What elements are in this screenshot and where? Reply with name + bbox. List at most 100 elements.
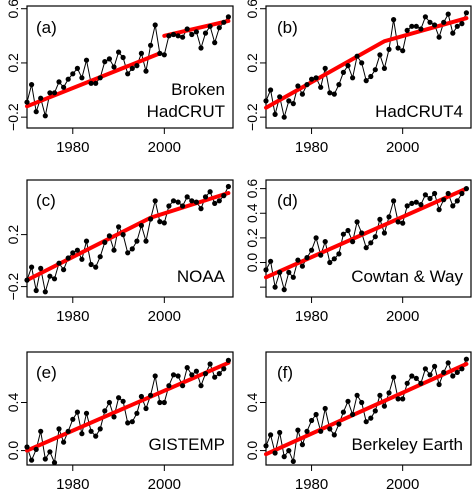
- data-point: [198, 45, 204, 51]
- data-point: [189, 372, 195, 378]
- y-tick-label: −0.2: [5, 103, 21, 131]
- data-point: [157, 399, 163, 406]
- x-tick-label: 2000: [148, 476, 181, 493]
- data-point: [216, 371, 222, 377]
- x-tick-label: 2000: [386, 139, 419, 156]
- data-point: [309, 417, 315, 424]
- data-point: [400, 220, 406, 226]
- data-point: [51, 460, 58, 466]
- data-point: [212, 200, 218, 206]
- data-point: [290, 458, 296, 464]
- data-point: [83, 57, 90, 63]
- data-point: [216, 198, 222, 204]
- data-point: [427, 195, 433, 202]
- data-point: [120, 232, 126, 238]
- x-tick-label: 1980: [56, 308, 89, 325]
- x-tick-label: 1980: [56, 476, 89, 493]
- data-point: [345, 63, 351, 69]
- data-point: [441, 197, 447, 203]
- x-tick-label: 1980: [56, 139, 89, 156]
- x-tick-label: 2000: [148, 139, 181, 156]
- data-point: [404, 27, 410, 33]
- data-point: [212, 374, 218, 380]
- data-point: [33, 446, 39, 452]
- data-point: [143, 238, 149, 244]
- data-point: [286, 269, 292, 275]
- data-point: [290, 274, 296, 280]
- data-point: [189, 31, 195, 38]
- y-tick-label: 0.4: [244, 393, 260, 413]
- data-point: [180, 34, 186, 40]
- data-point: [180, 203, 186, 209]
- data-point: [359, 230, 365, 236]
- data-point: [381, 403, 387, 409]
- data-point: [463, 356, 469, 362]
- data-point: [29, 457, 35, 463]
- data-point: [336, 82, 342, 88]
- data-point: [38, 95, 44, 101]
- data-point: [309, 76, 315, 82]
- data-point: [170, 198, 177, 204]
- data-point: [345, 227, 351, 234]
- panel-label: (e): [36, 363, 57, 382]
- data-point: [51, 90, 58, 96]
- data-point: [422, 366, 428, 372]
- data-point: [441, 19, 447, 25]
- trend-line: [25, 51, 162, 109]
- data-point: [409, 200, 415, 206]
- y-tick-label: 0.0: [244, 253, 260, 273]
- panel-b: 1980 2000 −0.2 0.2 0.6 (b) HadCRUT4: [244, 0, 472, 156]
- data-point: [350, 75, 356, 81]
- data-point: [47, 449, 53, 455]
- data-point: [272, 284, 278, 290]
- data-point: [432, 22, 438, 28]
- data-point: [336, 251, 342, 257]
- data-point: [313, 75, 319, 81]
- y-tick-label: 0.0: [5, 441, 21, 461]
- data-point: [445, 190, 451, 197]
- data-point: [368, 73, 374, 80]
- y-tick-label: 0.6: [5, 0, 21, 18]
- y-tick-label: 0.6: [244, 179, 260, 199]
- data-point: [102, 239, 108, 245]
- data-point: [363, 245, 369, 251]
- data-point: [193, 368, 199, 374]
- data-point: [359, 60, 365, 66]
- data-point: [427, 19, 433, 25]
- data-point: [138, 50, 144, 57]
- data-point: [143, 68, 149, 74]
- data-point: [372, 234, 378, 240]
- data-point: [422, 14, 428, 20]
- data-point: [47, 90, 53, 96]
- data-point: [152, 373, 158, 379]
- data-point: [409, 23, 415, 29]
- data-point: [148, 216, 154, 222]
- data-point: [221, 19, 227, 25]
- data-point: [221, 193, 227, 199]
- data-point: [120, 54, 126, 61]
- data-point: [268, 87, 274, 93]
- x-tick-label: 2000: [386, 308, 419, 325]
- data-point: [313, 235, 319, 241]
- data-point: [277, 269, 283, 275]
- data-point: [106, 233, 112, 239]
- data-point: [313, 411, 319, 418]
- data-point: [418, 26, 424, 32]
- plot-frame: [265, 351, 472, 466]
- y-tick-label: 0.4: [244, 203, 260, 223]
- data-point: [322, 239, 328, 245]
- data-point: [38, 265, 44, 271]
- data-point: [129, 246, 135, 252]
- data-point: [386, 46, 392, 53]
- dataset-name: Cowtan & Way: [351, 267, 463, 286]
- data-point: [299, 263, 305, 269]
- data-point: [74, 409, 80, 415]
- data-point: [74, 65, 80, 71]
- data-point: [175, 199, 181, 205]
- data-point: [286, 98, 292, 104]
- data-point: [65, 76, 71, 82]
- data-point: [116, 224, 122, 230]
- y-tick-label: 0.2: [5, 53, 21, 73]
- data-point: [51, 276, 58, 282]
- data-point: [175, 33, 181, 39]
